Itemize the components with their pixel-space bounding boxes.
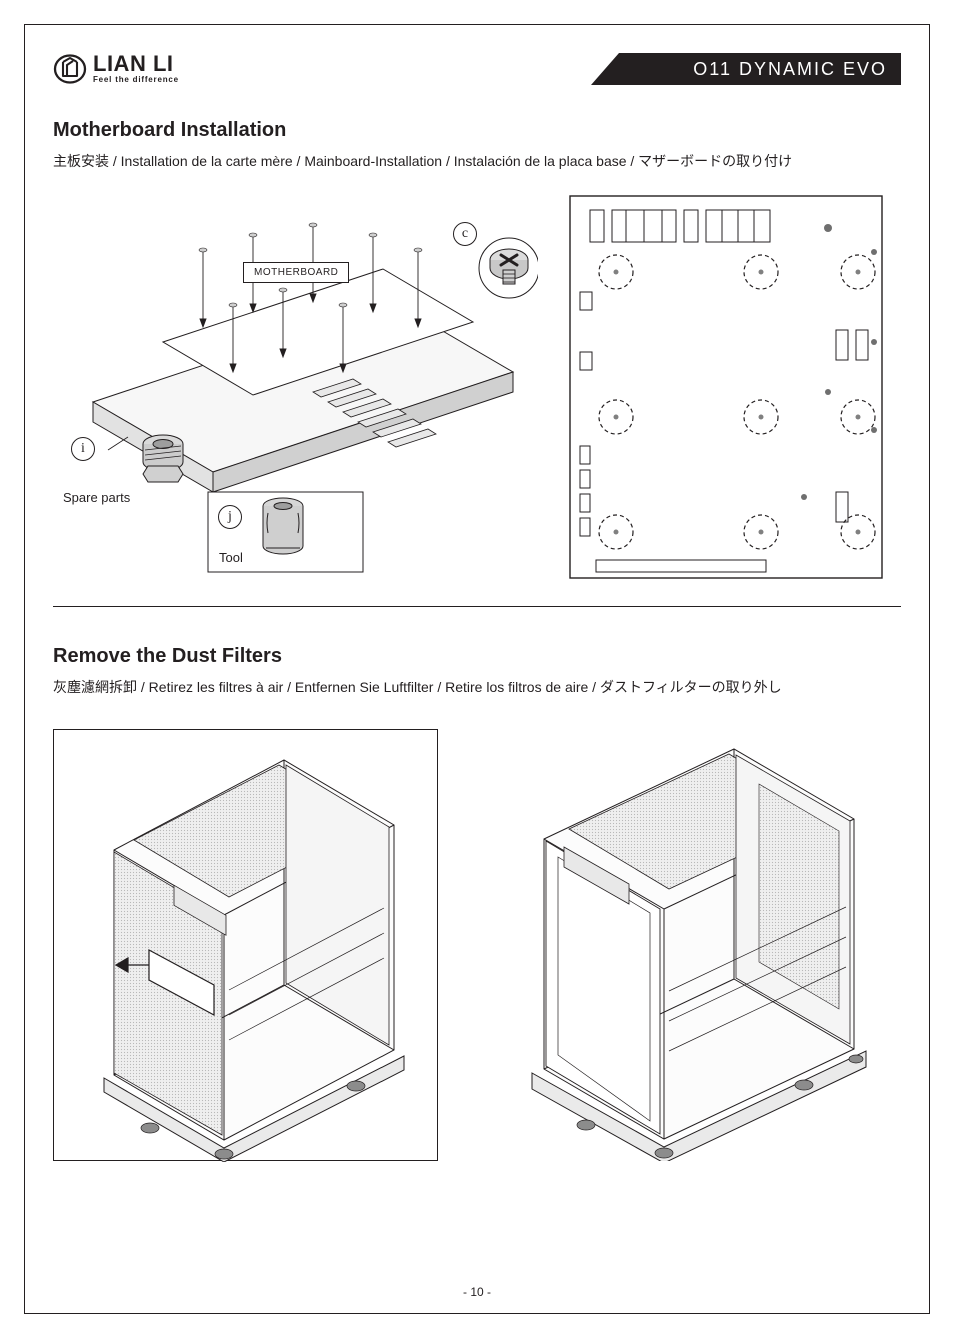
section2-translations: 灰塵濾網拆卸 / Retirez les filtres à air / Ent… <box>53 676 901 698</box>
dust-filter-diagram-right <box>474 729 894 1161</box>
dust-filter-diagrams-row <box>53 729 901 1161</box>
case-iso-right-icon <box>474 729 894 1161</box>
motherboard-tray-diagram <box>566 192 886 582</box>
tray-front-icon <box>566 192 886 582</box>
section1-title: Motherboard Installation <box>53 119 901 142</box>
tool-label: Tool <box>219 550 243 565</box>
section-divider <box>53 606 901 607</box>
motherboard-iso-icon <box>53 192 538 582</box>
page-border: LIAN LI Feel the difference O11 DYNAMIC … <box>24 24 930 1314</box>
header: LIAN LI Feel the difference O11 DYNAMIC … <box>53 53 901 95</box>
section2-title: Remove the Dust Filters <box>53 645 901 668</box>
section1-translations: 主板安装 / Installation de la carte mère / M… <box>53 150 901 172</box>
brand-logo: LIAN LI Feel the difference <box>53 53 179 84</box>
product-banner: O11 DYNAMIC EVO <box>591 53 901 85</box>
case-iso-left-icon <box>54 730 439 1162</box>
motherboard-label: MOTHERBOARD <box>243 262 349 283</box>
spare-parts-label: Spare parts <box>63 490 130 505</box>
dust-filter-diagram-left <box>53 729 438 1161</box>
page-number: - 10 - <box>25 1285 929 1317</box>
brand-text-block: LIAN LI Feel the difference <box>93 53 179 84</box>
motherboard-diagrams-row: MOTHERBOARD c i j Spare parts Tool <box>53 192 901 582</box>
product-name: O11 DYNAMIC EVO <box>591 53 901 85</box>
brand-tagline: Feel the difference <box>93 76 179 84</box>
logo-mark-icon <box>53 54 87 84</box>
motherboard-install-diagram: MOTHERBOARD c i j Spare parts Tool <box>53 192 538 582</box>
brand-name: LIAN LI <box>93 53 179 75</box>
